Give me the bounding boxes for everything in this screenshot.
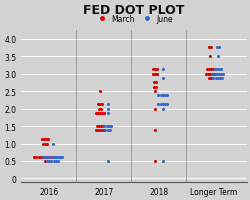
Title: FED DOT PLOT: FED DOT PLOT [83,4,184,17]
Legend: March, June: March, June [94,15,172,24]
